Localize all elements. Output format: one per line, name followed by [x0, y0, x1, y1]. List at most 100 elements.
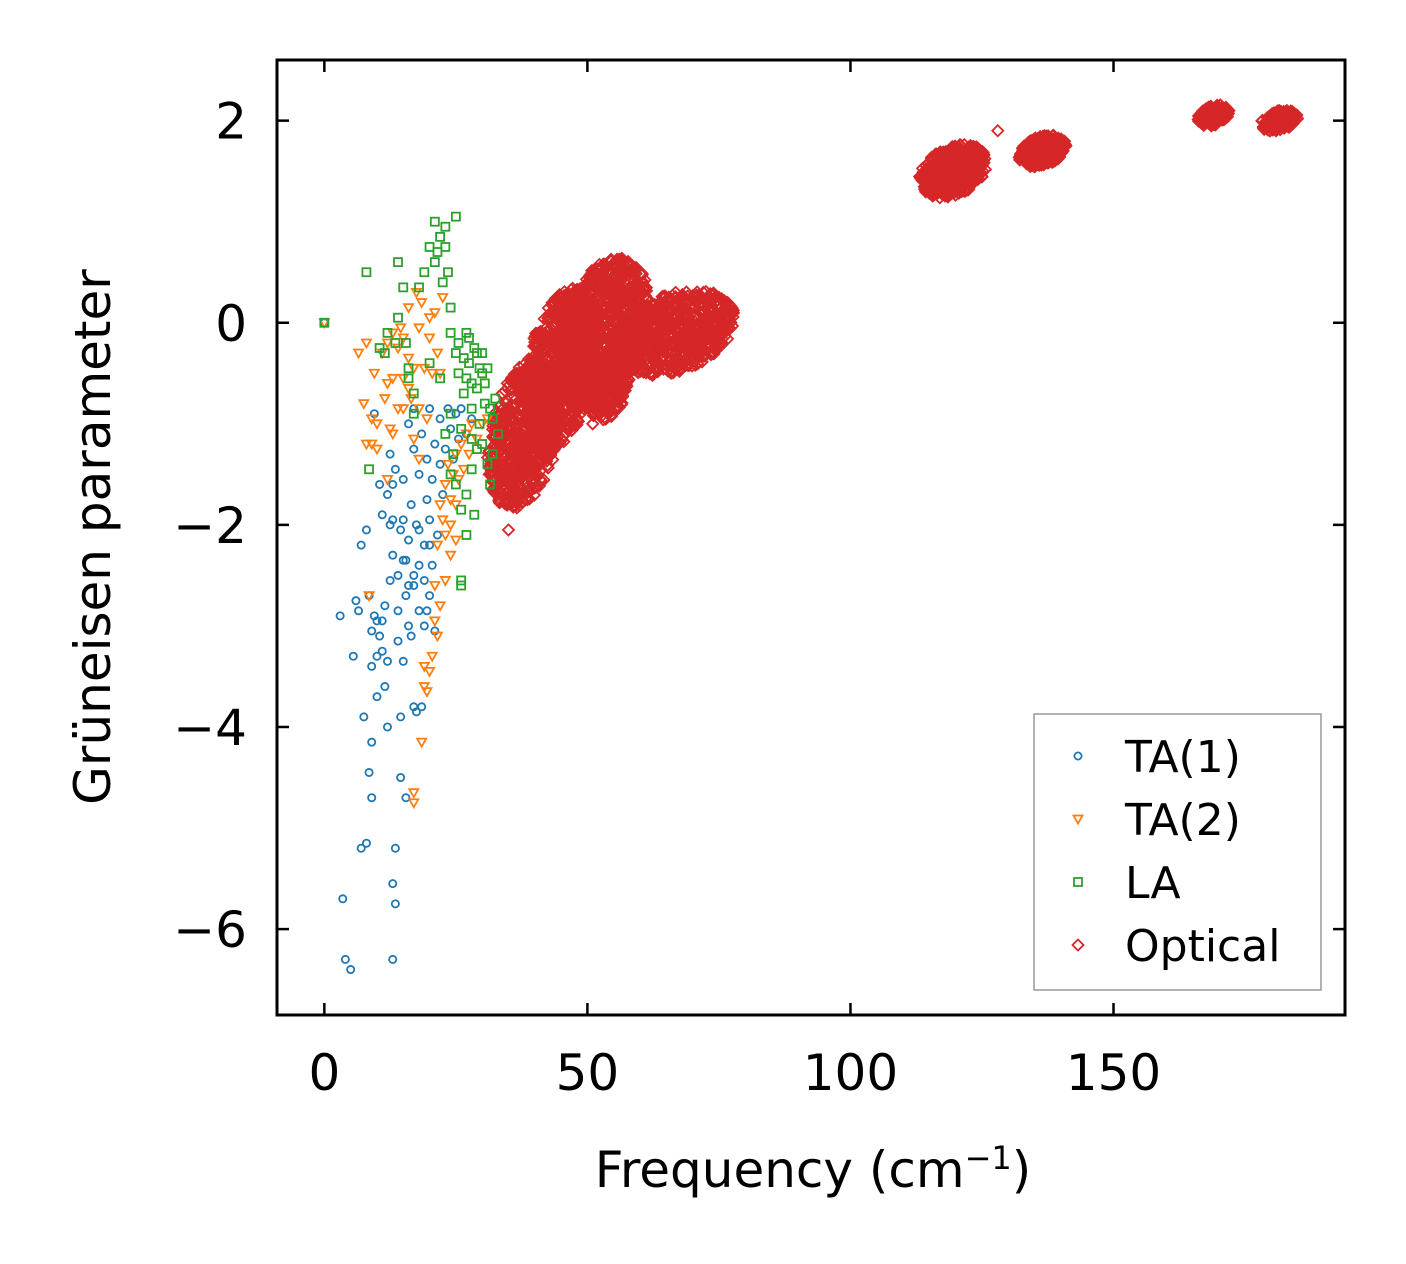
data-point — [429, 216, 440, 227]
optical-point — [695, 355, 709, 369]
data-point — [393, 636, 403, 646]
optical-point — [593, 316, 607, 331]
optical-point — [492, 443, 506, 458]
data-point — [501, 523, 516, 537]
data-point — [356, 843, 366, 853]
data-point — [419, 540, 429, 550]
optical-point — [637, 300, 651, 315]
data-point — [431, 348, 444, 360]
data-point — [466, 403, 477, 414]
optical-point — [701, 298, 716, 312]
optical-point — [655, 302, 670, 316]
optical-point — [611, 301, 626, 315]
optical-point — [703, 287, 718, 301]
data-point — [436, 293, 449, 304]
optical-point — [672, 364, 687, 379]
optical-point — [1280, 112, 1295, 127]
data-point — [408, 408, 419, 419]
data-point — [372, 651, 382, 661]
optical-point — [627, 316, 642, 331]
optical-point — [588, 311, 603, 326]
x-tick-label: 50 — [556, 1044, 620, 1102]
optical-point — [497, 465, 512, 479]
optical-point — [498, 383, 512, 398]
optical-point — [537, 439, 551, 454]
data-point — [461, 489, 472, 500]
optical-point — [575, 371, 589, 385]
optical-point — [963, 170, 977, 184]
optical-point — [713, 306, 727, 320]
optical-point — [948, 188, 963, 202]
optical-point — [1027, 154, 1041, 168]
optical-point — [586, 372, 601, 387]
data-point — [428, 308, 441, 319]
legend-label: TA(1) — [1124, 732, 1241, 783]
data-point — [370, 419, 383, 431]
optical-point — [940, 175, 954, 189]
data-point — [388, 515, 398, 525]
optical-point — [947, 147, 962, 161]
optical-point — [1040, 145, 1054, 159]
optical-point — [602, 304, 617, 318]
data-point — [443, 267, 453, 278]
data-point — [462, 449, 476, 461]
optical-point — [593, 260, 608, 275]
optical-point — [664, 325, 678, 339]
optical-point — [590, 269, 604, 284]
optical-point — [704, 300, 719, 315]
optical-point — [595, 391, 610, 406]
optical-point — [663, 337, 678, 352]
data-point — [319, 317, 330, 328]
optical-point — [598, 323, 613, 338]
data-point — [346, 965, 356, 975]
data-point — [440, 444, 450, 454]
optical-point — [715, 305, 730, 320]
data-point — [382, 656, 392, 666]
data-point — [393, 312, 403, 323]
data-point — [435, 373, 445, 384]
data-point — [440, 221, 451, 232]
x-tick-label: 100 — [803, 1044, 898, 1102]
optical-point — [676, 294, 690, 309]
optical-point — [592, 287, 607, 302]
optical-point — [1202, 101, 1216, 115]
data-point — [404, 419, 414, 429]
optical-point — [604, 298, 619, 313]
optical-point — [503, 407, 518, 422]
data-point — [404, 581, 414, 591]
data-point — [409, 444, 419, 454]
optical-point — [633, 302, 647, 316]
data-point — [390, 843, 400, 853]
data-point — [469, 509, 480, 520]
optical-point — [508, 488, 522, 502]
data-point — [444, 520, 457, 532]
optical-point — [916, 170, 930, 184]
data-point — [444, 495, 457, 506]
data-point — [435, 414, 445, 424]
data-point — [380, 682, 390, 692]
data-point — [403, 363, 414, 374]
data-point — [417, 429, 427, 439]
optical-point — [638, 273, 652, 287]
data-point — [382, 490, 392, 500]
data-point — [585, 417, 600, 431]
data-point — [437, 277, 448, 288]
legend-label: TA(2) — [1124, 795, 1241, 846]
optical-point — [679, 285, 694, 299]
optical-point — [591, 335, 605, 349]
data-point — [420, 414, 433, 426]
data-point — [393, 257, 403, 268]
data-point — [335, 611, 345, 621]
optical-point — [565, 393, 579, 407]
data-point — [372, 616, 382, 626]
optical-point — [1045, 155, 1059, 169]
optical-point — [516, 436, 530, 451]
optical-point — [1024, 157, 1038, 172]
data-point — [367, 737, 377, 747]
data-point — [407, 788, 420, 800]
optical-point — [619, 265, 633, 279]
optical-point — [602, 351, 616, 366]
data-point — [415, 737, 428, 749]
optical-point — [720, 332, 735, 346]
